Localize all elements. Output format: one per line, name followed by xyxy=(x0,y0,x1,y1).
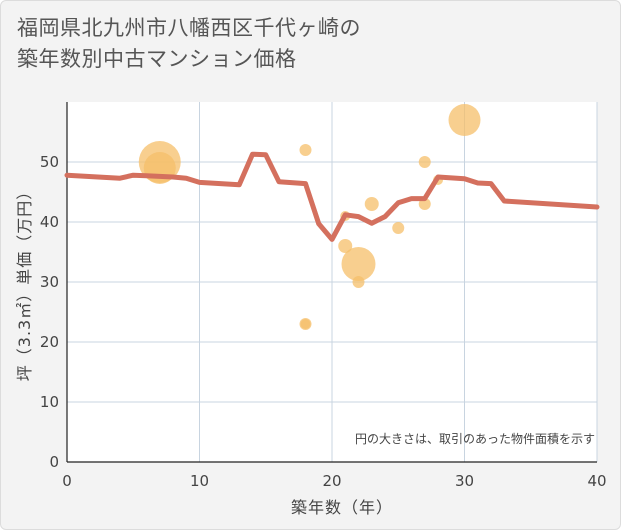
x-tick-label: 40 xyxy=(587,472,606,490)
scatter-point xyxy=(448,104,481,136)
tick-labels: 0 10 20 30 40 0 10 20 30 40 50 xyxy=(40,153,607,490)
y-tick-label: 10 xyxy=(40,393,59,411)
scatter-point xyxy=(392,222,405,234)
chart-title: 福岡県北九州市八幡西区千代ヶ崎の 築年数別中古マンション価格 xyxy=(17,13,607,75)
y-tick-label: 20 xyxy=(40,333,59,351)
trend-line xyxy=(64,151,600,242)
size-annotation: 円の大きさは、取引のあった物件面積を示す xyxy=(355,431,595,446)
x-tick-label: 10 xyxy=(190,472,209,490)
scatter-point xyxy=(338,239,353,253)
x-tick-label: 30 xyxy=(455,472,474,490)
y-tick-label: 40 xyxy=(40,213,59,231)
title-line-1: 福岡県北九州市八幡西区千代ヶ崎の xyxy=(17,16,361,40)
x-tick-label: 20 xyxy=(322,472,341,490)
scatter-point xyxy=(299,144,312,156)
scatter-point xyxy=(300,319,311,329)
scatter-point xyxy=(364,197,379,211)
scatter-point xyxy=(418,156,431,168)
y-axis-label: 坪（3.3㎡）単価（万円） xyxy=(15,183,34,381)
x-tick-label: 0 xyxy=(62,472,72,490)
scatter-point xyxy=(352,276,365,288)
title-line-2: 築年数別中古マンション価格 xyxy=(17,47,297,71)
y-tick-label: 0 xyxy=(49,453,59,471)
x-axis-label: 築年数（年） xyxy=(291,498,393,517)
scatter-points xyxy=(138,104,481,330)
scatter-point xyxy=(341,247,376,281)
y-tick-label: 30 xyxy=(40,273,59,291)
y-tick-label: 50 xyxy=(40,153,59,171)
